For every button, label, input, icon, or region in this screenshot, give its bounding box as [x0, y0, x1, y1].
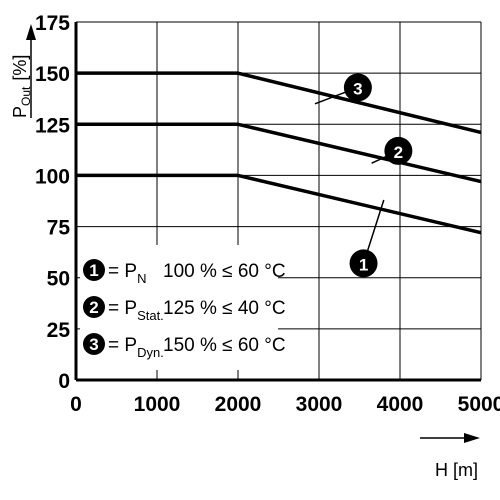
x-axis-arrow-icon	[464, 433, 480, 443]
x-tick-label: 2000	[215, 393, 262, 416]
y-axis-symbol: P	[10, 106, 30, 118]
callout-badge	[343, 73, 372, 102]
x-tick-label: 4000	[377, 393, 424, 416]
legend-entry-3: 3 = PDyn.150 % ≤ 60 °C	[83, 333, 286, 360]
callouts: 1 2 3	[314, 73, 413, 278]
y-tick-label: 0	[58, 370, 70, 393]
y-tick-label: 100	[35, 165, 70, 188]
legend-label: = PN 100 % ≤ 60 °C	[108, 261, 286, 286]
legend-label: = PDyn.150 % ≤ 60 °C	[108, 335, 286, 360]
y-tick-label: 50	[47, 268, 70, 291]
legend-label: = PStat.125 % ≤ 40 °C	[108, 298, 286, 323]
callout-label: 3	[353, 79, 362, 98]
legend-box	[80, 245, 278, 370]
legend: 1 = PN 100 % ≤ 60 °C 2 = PStat.125 % ≤ 40 °C…	[80, 245, 286, 370]
callout-label: 1	[359, 255, 368, 274]
legend-entry-2: 2 = PStat.125 % ≤ 40 °C	[83, 296, 286, 323]
x-tick-label: 0	[70, 393, 82, 416]
callout-badge	[349, 249, 378, 278]
y-axis-unit: [%]	[10, 55, 30, 81]
y-tick-label: 175	[35, 12, 70, 35]
svg-text:POut[%]: POut [%]	[10, 55, 33, 118]
x-tick-label: 5000	[458, 393, 500, 416]
series-line-1	[76, 173, 482, 235]
callout-2: 2	[371, 136, 413, 165]
y-tick-label: 25	[47, 319, 71, 342]
legend-badge	[83, 333, 105, 355]
series-line-3	[76, 71, 482, 135]
tick-labels: 0 25 50 75 100 125 150 175 0 1000 2000 3000 4000 5000	[35, 12, 500, 416]
legend-badge-label: 3	[89, 335, 98, 354]
series-line-2	[76, 122, 482, 184]
callout-3: 3	[314, 73, 372, 105]
x-axis-title: H [m]	[435, 460, 478, 480]
y-tick-label: 125	[35, 114, 70, 137]
legend-badge	[83, 259, 105, 281]
callout-badge	[384, 136, 413, 165]
legend-badge	[83, 296, 105, 318]
y-tick-label: 75	[47, 217, 71, 240]
x-tick-label: 1000	[134, 393, 181, 416]
callout-1: 1	[349, 199, 385, 278]
legend-badge-label: 2	[89, 298, 98, 317]
y-tick-label: 150	[35, 63, 70, 86]
legend-badge-label: 1	[89, 261, 98, 280]
x-tick-label: 3000	[296, 393, 343, 416]
y-axis-arrow-icon	[26, 24, 36, 40]
y-axis-subscript: Out	[19, 86, 33, 106]
axes	[74, 22, 481, 382]
series-layer	[76, 71, 482, 235]
y-axis-title: POut [%]	[10, 55, 33, 118]
callout-label: 2	[394, 143, 403, 162]
legend-entry-1: 1 = PN 100 % ≤ 60 °C	[83, 259, 286, 286]
